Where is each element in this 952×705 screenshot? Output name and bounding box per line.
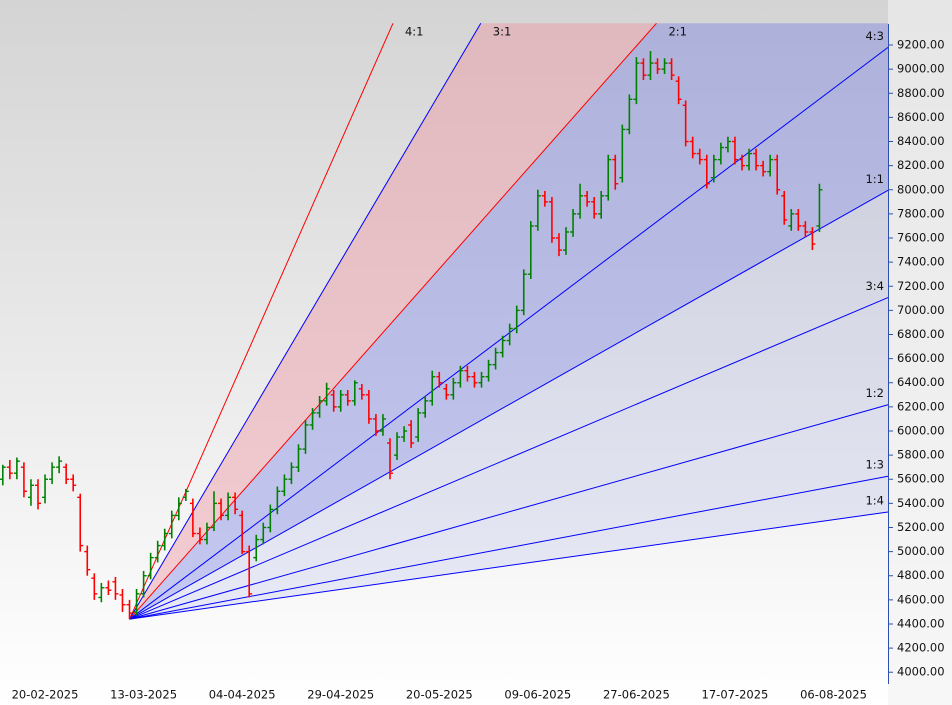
y-tick-label: 5000.00 <box>897 544 945 558</box>
x-tick-label: 06-08-2025 <box>800 688 867 702</box>
y-tick-label: 5200.00 <box>897 520 945 534</box>
fan-label: 2:1 <box>668 25 687 39</box>
axis-panel <box>888 0 952 705</box>
y-tick-label: 7600.00 <box>897 231 945 245</box>
fan-line <box>129 23 482 620</box>
y-tick-label: 4400.00 <box>897 616 945 630</box>
y-tick-label: 8200.00 <box>897 158 945 172</box>
x-tick-label: 04-04-2025 <box>209 688 276 702</box>
y-tick-label: 4000.00 <box>897 665 945 679</box>
fan-label: 1:3 <box>865 458 884 472</box>
fan-line <box>129 475 889 620</box>
fan-line <box>129 404 889 620</box>
y-tick-label: 8800.00 <box>897 86 945 100</box>
fan-line <box>129 511 889 620</box>
y-tick-label: 7200.00 <box>897 279 945 293</box>
y-tick-label: 9200.00 <box>897 38 945 52</box>
y-tick-label: 8000.00 <box>897 182 945 196</box>
y-tick-label: 6200.00 <box>897 399 945 413</box>
y-tick-label: 4800.00 <box>897 568 945 582</box>
fan-label: 1:1 <box>865 172 884 186</box>
y-tick-label: 8600.00 <box>897 110 945 124</box>
fan-label: 3:4 <box>865 279 884 293</box>
fan-line <box>129 23 394 620</box>
fan-label: 1:2 <box>865 386 884 400</box>
y-tick-label: 6000.00 <box>897 423 945 437</box>
x-tick-label: 20-02-2025 <box>12 688 79 702</box>
y-tick-label: 7400.00 <box>897 255 945 269</box>
fan-label: 4:3 <box>865 29 884 43</box>
y-tick-label: 9000.00 <box>897 62 945 76</box>
y-tick-label: 7800.00 <box>897 206 945 220</box>
fan-label: 4:1 <box>405 25 424 39</box>
y-tick-label: 7000.00 <box>897 303 945 317</box>
y-tick-label: 4600.00 <box>897 592 945 606</box>
x-tick-label: 17-07-2025 <box>702 688 769 702</box>
x-tick-label: 29-04-2025 <box>307 688 374 702</box>
y-tick-label: 6600.00 <box>897 351 945 365</box>
y-tick-label: 6800.00 <box>897 327 945 341</box>
y-tick-label: 6400.00 <box>897 375 945 389</box>
fan-line <box>129 297 889 620</box>
y-tick-label: 5800.00 <box>897 448 945 462</box>
y-tick-label: 5600.00 <box>897 472 945 486</box>
fan-zone <box>129 23 888 620</box>
y-tick-label: 4200.00 <box>897 641 945 655</box>
x-tick-label: 13-03-2025 <box>110 688 177 702</box>
y-tick-label: 8400.00 <box>897 134 945 148</box>
x-tick-label: 27-06-2025 <box>603 688 670 702</box>
fan-line <box>129 46 889 620</box>
y-tick-label: 5400.00 <box>897 496 945 510</box>
fan-label: 3:1 <box>493 25 512 39</box>
x-tick-label: 09-06-2025 <box>504 688 571 702</box>
x-tick-label: 20-05-2025 <box>406 688 473 702</box>
fan-line <box>129 22 657 620</box>
fan-label: 1:4 <box>865 493 884 507</box>
